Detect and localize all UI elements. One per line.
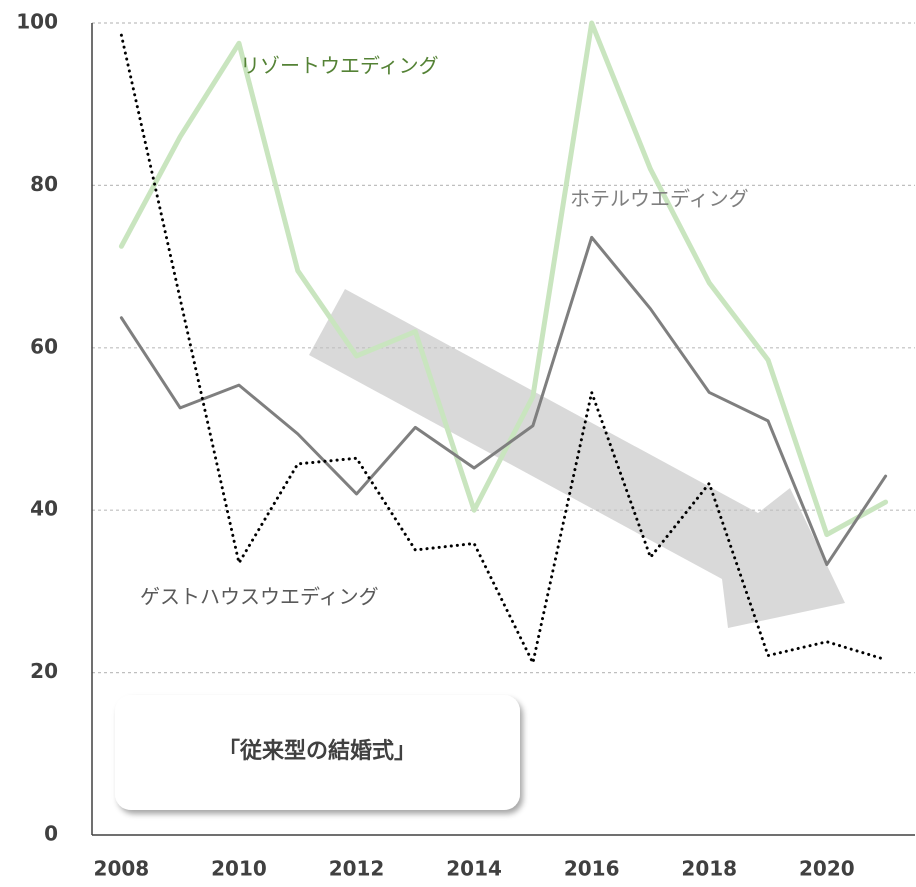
y-tick-label: 40 [30,497,58,521]
x-tick-label: 2020 [799,857,855,881]
x-tick-label: 2014 [446,857,502,881]
x-tick-label: 2010 [211,857,267,881]
series-label: ゲストハウスウエディング [140,585,379,609]
series-line [119,235,888,567]
x-tick-label: 2018 [681,857,737,881]
series-label: ホテルウエディング [570,187,749,211]
y-tick-label: 60 [30,334,58,358]
x-tick-label: 2008 [94,857,150,881]
y-tick-label: 0 [44,822,58,846]
x-tick-label: 2012 [329,857,385,881]
y-tick-label: 20 [30,659,58,683]
y-tick-label: 80 [30,172,58,196]
annotation: 「従来型の結婚式」 [218,738,416,764]
series-line [119,33,888,665]
series-label: リゾートウエディング [240,54,439,78]
series-line [118,20,889,538]
y-tick-label: 100 [16,10,58,34]
x-tick-label: 2016 [564,857,620,881]
annotation-box [115,695,520,810]
